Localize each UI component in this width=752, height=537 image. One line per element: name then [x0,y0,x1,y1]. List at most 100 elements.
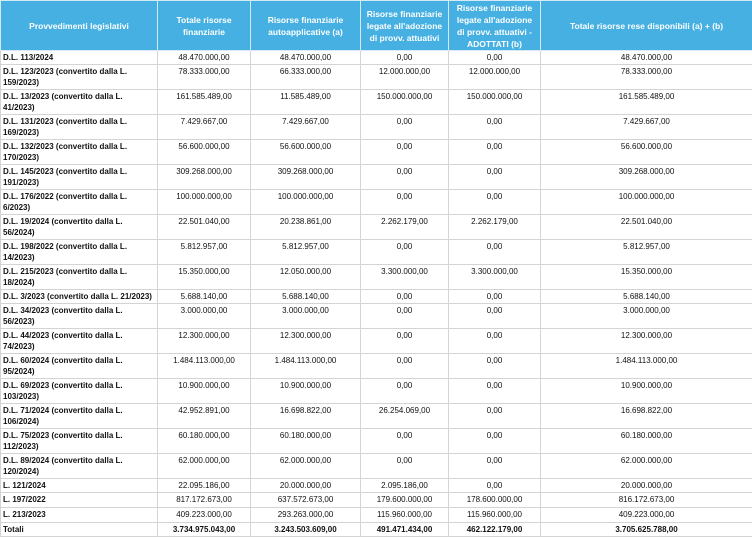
cell-totale-risorse: 12.300.000,00 [158,329,251,354]
cell-totale-disponibili: 62.000.000,00 [541,454,752,479]
cell-totale-risorse: 48.470.000,00 [158,51,251,65]
cell-autoapplicative: 309.268.000,00 [251,165,361,190]
table-row: D.L. 69/2023 (convertito dalla L. 103/20… [1,379,752,404]
cell-adottati: 0,00 [449,190,541,215]
cell-law-name: D.L. 132/2023 (convertito dalla L. 170/2… [1,140,158,165]
cell-adottati: 150.000.000,00 [449,90,541,115]
cell-adottati: 0,00 [449,290,541,304]
cell-adottati: 0,00 [449,379,541,404]
cell-totale-disponibili: 12.300.000,00 [541,329,752,354]
header-provvedimenti: Provvedimenti legislativi [1,1,158,51]
cell-provv-attuativi: 2.095.186,00 [361,479,449,493]
table-row: D.L. 198/2022 (convertito dalla L. 14/20… [1,240,752,265]
cell-totale-disponibili: 56.600.000,00 [541,140,752,165]
cell-totale-disponibili: 48.470.000,00 [541,51,752,65]
cell-law-name: D.L. 13/2023 (convertito dalla L. 41/202… [1,90,158,115]
cell-totale-disponibili: 409.223.000,00 [541,508,752,523]
cell-autoapplicative: 62.000.000,00 [251,454,361,479]
cell-law-name: D.L. 113/2024 [1,51,158,65]
cell-adottati: 12.000.000,00 [449,65,541,90]
cell-totale-risorse: 817.172.673,00 [158,493,251,508]
cell-adottati: 115.960.000,00 [449,508,541,523]
cell-totale-risorse: 3.000.000,00 [158,304,251,329]
table-row: D.L. 145/2023 (convertito dalla L. 191/2… [1,165,752,190]
cell-totale-risorse: 7.429.667,00 [158,115,251,140]
cell-totale-disponibili: 78.333.000,00 [541,65,752,90]
cell-totale-disponibili: 15.350.000,00 [541,265,752,290]
cell-provv-attuativi: 12.000.000,00 [361,65,449,90]
cell-law-name: D.L. 69/2023 (convertito dalla L. 103/20… [1,379,158,404]
cell-totale-risorse: 10.900.000,00 [158,379,251,404]
cell-provv-attuativi: 0,00 [361,379,449,404]
cell-autoapplicative: 66.333.000,00 [251,65,361,90]
cell-provv-attuativi: 0,00 [361,429,449,454]
cell-law-name: D.L. 176/2022 (convertito dalla L. 6/202… [1,190,158,215]
cell-provv-attuativi: 2.262.179,00 [361,215,449,240]
cell-autoapplicative: 100.000.000,00 [251,190,361,215]
cell-totale-disponibili: 20.000.000,00 [541,479,752,493]
table-row: D.L. 44/2023 (convertito dalla L. 74/202… [1,329,752,354]
cell-autoapplicative: 56.600.000,00 [251,140,361,165]
total-provv-attuativi: 491.471.434,00 [361,523,449,537]
cell-autoapplicative: 60.180.000,00 [251,429,361,454]
cell-adottati: 0,00 [449,454,541,479]
cell-law-name: L. 197/2022 [1,493,158,508]
table-row: D.L. 89/2024 (convertito dalla L. 120/20… [1,454,752,479]
cell-law-name: D.L. 215/2023 (convertito dalla L. 18/20… [1,265,158,290]
cell-autoapplicative: 20.000.000,00 [251,479,361,493]
cell-adottati: 0,00 [449,51,541,65]
cell-provv-attuativi: 0,00 [361,115,449,140]
cell-law-name: D.L. 75/2023 (convertito dalla L. 112/20… [1,429,158,454]
total-autoapplicative: 3.243.503.609,00 [251,523,361,537]
cell-provv-attuativi: 0,00 [361,454,449,479]
cell-law-name: D.L. 198/2022 (convertito dalla L. 14/20… [1,240,158,265]
cell-autoapplicative: 10.900.000,00 [251,379,361,404]
header-adottati: Risorse finanziarie legate all'adozione … [449,1,541,51]
cell-provv-attuativi: 0,00 [361,329,449,354]
cell-autoapplicative: 20.238.861,00 [251,215,361,240]
header-autoapplicative: Risorse finanziarie autoapplicative (a) [251,1,361,51]
cell-provv-attuativi: 0,00 [361,165,449,190]
table-row: D.L. 71/2024 (convertito dalla L. 106/20… [1,404,752,429]
cell-totale-disponibili: 161.585.489,00 [541,90,752,115]
cell-law-name: D.L. 123/2023 (convertito dalla L. 159/2… [1,65,158,90]
cell-adottati: 0,00 [449,304,541,329]
cell-law-name: L. 121/2024 [1,479,158,493]
cell-autoapplicative: 16.698.822,00 [251,404,361,429]
table-row: D.L. 13/2023 (convertito dalla L. 41/202… [1,90,752,115]
cell-totale-disponibili: 22.501.040,00 [541,215,752,240]
cell-totale-disponibili: 816.172.673,00 [541,493,752,508]
cell-adottati: 0,00 [449,404,541,429]
cell-law-name: D.L. 145/2023 (convertito dalla L. 191/2… [1,165,158,190]
table-row: D.L. 3/2023 (convertito dalla L. 21/2023… [1,290,752,304]
cell-law-name: D.L. 89/2024 (convertito dalla L. 120/20… [1,454,158,479]
cell-law-name: D.L. 34/2023 (convertito dalla L. 56/202… [1,304,158,329]
total-totale-risorse: 3.734.975.043,00 [158,523,251,537]
table-row: D.L. 131/2023 (convertito dalla L. 169/2… [1,115,752,140]
cell-provv-attuativi: 3.300.000,00 [361,265,449,290]
cell-provv-attuativi: 179.600.000,00 [361,493,449,508]
cell-autoapplicative: 5.812.957,00 [251,240,361,265]
cell-adottati: 3.300.000,00 [449,265,541,290]
cell-adottati: 0,00 [449,429,541,454]
table-row: D.L. 215/2023 (convertito dalla L. 18/20… [1,265,752,290]
cell-law-name: D.L. 3/2023 (convertito dalla L. 21/2023… [1,290,158,304]
cell-autoapplicative: 637.572.673,00 [251,493,361,508]
cell-adottati: 0,00 [449,354,541,379]
cell-totale-disponibili: 5.688.140,00 [541,290,752,304]
cell-provv-attuativi: 26.254.069,00 [361,404,449,429]
cell-totale-risorse: 22.095.186,00 [158,479,251,493]
cell-provv-attuativi: 0,00 [361,190,449,215]
header-totale-risorse: Totale risorse finanziarie [158,1,251,51]
cell-law-name: L. 213/2023 [1,508,158,523]
table-row: D.L. 123/2023 (convertito dalla L. 159/2… [1,65,752,90]
cell-totale-disponibili: 5.812.957,00 [541,240,752,265]
table-row: D.L. 132/2023 (convertito dalla L. 170/2… [1,140,752,165]
cell-provv-attuativi: 0,00 [361,51,449,65]
cell-totale-risorse: 78.333.000,00 [158,65,251,90]
cell-adottati: 0,00 [449,479,541,493]
cell-totale-disponibili: 7.429.667,00 [541,115,752,140]
